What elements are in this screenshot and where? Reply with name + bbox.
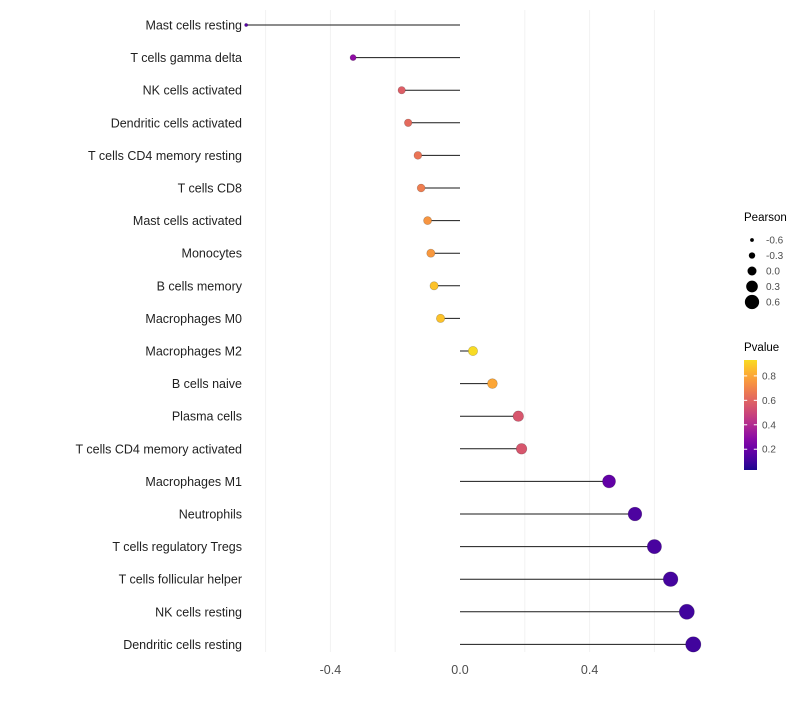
category-label: Monocytes (182, 247, 242, 261)
lollipop-dot (515, 443, 528, 455)
lollipop-dot (512, 410, 524, 422)
category-label: NK cells resting (155, 605, 242, 619)
lollipop-dot (436, 313, 446, 323)
lollipop-dot (349, 54, 357, 61)
lollipop-dot (429, 281, 439, 291)
color-legend-tick-label: 0.2 (762, 445, 776, 456)
size-legend-dot (747, 266, 757, 276)
x-axis-tick-label: 0.0 (451, 663, 468, 677)
size-legend-label: 0.6 (766, 298, 780, 309)
x-axis-tick-label: 0.4 (581, 663, 598, 677)
category-label: Macrophages M0 (145, 312, 242, 326)
category-label: Macrophages M2 (145, 345, 242, 359)
size-legend-label: 0.0 (766, 267, 780, 278)
category-label: T cells gamma delta (130, 51, 242, 65)
category-label: B cells memory (157, 279, 243, 293)
lollipop-dot (423, 216, 432, 225)
lollipop-dot (487, 378, 498, 389)
color-legend-tick-label: 0.6 (762, 396, 776, 407)
lollipop-dot (426, 248, 436, 258)
lollipop-dot (685, 636, 702, 653)
category-label: Neutrophils (179, 508, 242, 522)
category-label: Macrophages M1 (145, 475, 242, 489)
lollipop-dot (416, 183, 426, 193)
lollipop-dot (413, 151, 423, 160)
color-legend-title: Pvalue (744, 342, 779, 354)
category-label: Plasma cells (172, 410, 242, 424)
lollipop-dot (646, 539, 662, 555)
size-legend-label: -0.3 (766, 251, 784, 262)
category-label: T cells follicular helper (119, 573, 242, 587)
color-legend-bar (744, 360, 757, 470)
size-legend-title: Pearson (744, 212, 787, 224)
size-legend-dot (750, 238, 754, 242)
category-label: NK cells activated (143, 84, 242, 98)
lollipop-dot (662, 571, 679, 587)
size-legend-label: -0.6 (766, 236, 784, 247)
category-label: T cells CD8 (178, 182, 242, 196)
category-label: Mast cells resting (145, 19, 242, 33)
lollipop-dot (467, 346, 478, 356)
lollipop-dot (244, 23, 249, 27)
lollipop-dot (602, 474, 616, 489)
color-legend-tick-label: 0.4 (762, 420, 776, 431)
category-label: Dendritic cells activated (111, 116, 242, 130)
category-label: T cells CD4 memory activated (76, 442, 243, 456)
lollipop-dot (627, 506, 643, 522)
category-label: B cells naive (172, 377, 242, 391)
category-label: Dendritic cells resting (123, 638, 242, 652)
size-legend-dot (744, 294, 760, 310)
lollipop-dot (404, 118, 413, 127)
category-label: T cells CD4 memory resting (88, 149, 242, 163)
color-legend-tick-label: 0.8 (762, 371, 776, 382)
size-legend-dot (746, 280, 758, 293)
x-axis-tick-label: -0.4 (320, 663, 342, 677)
category-label: Mast cells activated (133, 214, 242, 228)
lollipop-dot (397, 86, 406, 95)
size-legend-label: 0.3 (766, 282, 780, 293)
size-legend-dot (748, 252, 756, 259)
lollipop-dot (678, 603, 695, 620)
category-label: T cells regulatory Tregs (112, 540, 242, 554)
